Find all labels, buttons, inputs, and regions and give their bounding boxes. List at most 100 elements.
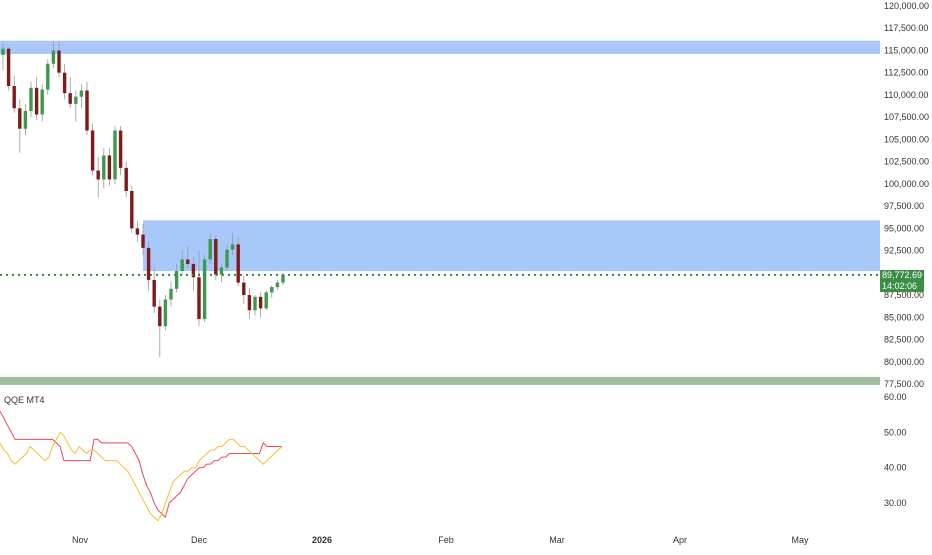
candle-body [18,108,22,129]
candle [130,185,134,233]
candle [158,299,162,358]
candle-body [174,271,179,289]
candle [29,81,33,118]
price-tick-label: 105,000.00 [884,134,929,144]
candle-body [85,90,89,131]
candle-body [29,87,33,111]
candle-body [1,48,5,55]
candle-body [124,167,128,191]
candle [146,241,151,291]
candle [186,246,190,269]
candle [202,255,207,322]
price-tick-label: 80,000.00 [884,357,924,367]
candle [79,84,84,109]
candle [253,295,257,316]
candle-body [23,110,28,129]
time-tick-label: 2026 [312,535,332,545]
qqe-series-slow [0,431,283,522]
candle-body [281,274,285,283]
price-tick-label: 115,000.00 [884,45,928,55]
indicator-tick-label: 60.00 [884,392,907,402]
qqe-series-fast [0,410,282,519]
last-price-value: 89,772.69 [882,270,923,280]
candle [242,275,246,304]
candle [34,77,39,120]
candle [214,235,218,280]
candle-body [135,228,140,235]
candle-body [169,288,173,300]
candle-body [214,239,218,275]
candle [197,250,201,327]
candle [23,103,28,135]
candle-body [242,282,246,296]
candle-body [130,190,134,229]
candle [118,126,123,175]
price-axis: 120,000.00 117,500.00 115,000.00 112,500.00… [884,1,929,389]
candle [62,63,67,100]
bar-countdown: 14:02:06 [882,281,918,291]
candle [102,148,106,189]
candle [18,99,22,153]
candle [174,263,179,293]
last-price-tag[interactable]: 89,772.69 14:02:06 [880,270,924,292]
time-tick-label: Apr [673,535,687,545]
candle [270,285,274,298]
candle [225,244,229,272]
candle-body [90,130,95,171]
zone-blue-1 [143,220,880,272]
candle-body [158,306,162,327]
price-tick-label: 77,500.00 [884,379,924,389]
candle-body [191,263,196,278]
candle-body [74,96,78,104]
candle [107,148,112,186]
candle-body [79,90,84,97]
candle [230,232,235,256]
candle [96,157,100,198]
candle-body [46,63,50,90]
candle-body [6,48,11,87]
candle-body [68,93,72,104]
time-tick-label: Mar [549,535,565,545]
candle [163,295,168,331]
candle-body [225,249,229,268]
candle-body [113,130,117,180]
indicator-tick-label: 30.00 [884,498,907,508]
candle-body [163,299,168,327]
price-tick-label: 120,000.00 [884,1,929,11]
price-tick-label: 117,500.00 [884,23,928,33]
candle-body [102,155,106,180]
time-tick-label: Dec [191,535,208,545]
candle [6,46,11,91]
candle [1,43,5,71]
price-tick-label: 112,500.00 [884,68,928,78]
candle [258,292,263,318]
time-axis: Nov Dec 2026 Feb Mar Apr May [72,535,809,545]
candle [135,221,140,242]
candle [236,237,240,287]
candle-body [34,87,39,115]
candle-body [236,244,240,283]
qqe-layer [0,410,283,522]
candle-body [253,296,257,311]
candle [180,250,184,275]
candle [264,290,268,311]
candle-body [230,244,235,250]
price-tick-label: 87,500.00 [884,290,924,300]
candle [191,256,196,291]
candle-body [264,292,268,309]
candle-body [275,282,280,288]
candle [46,59,50,95]
candle-body [208,239,212,260]
candle [141,223,145,256]
indicator-tick-label: 40.00 [884,463,907,473]
candle-body [180,259,184,272]
candle-body [62,72,67,94]
candle-body [186,259,190,264]
candle [152,268,156,313]
indicator-axis: 60.00 50.00 40.00 30.00 [884,392,907,508]
candle-body [96,170,100,180]
price-tick-label: 82,500.00 [884,335,924,345]
zone-blue-0 [0,40,880,55]
candle-body [152,279,156,307]
